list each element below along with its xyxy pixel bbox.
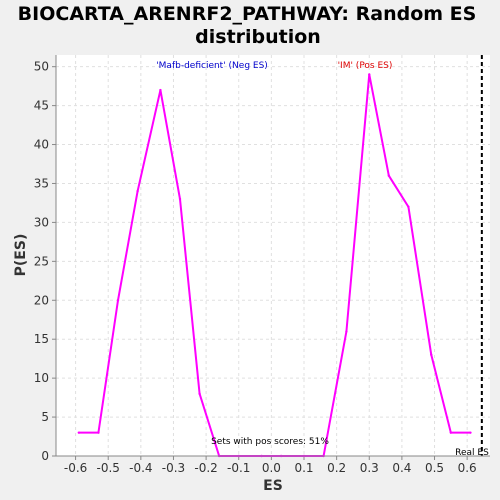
y-axis-ticks: 0 5 10 15 20 25 30 35 40 45 50 — [34, 60, 56, 463]
y-tick-label: 25 — [34, 254, 49, 268]
x-tick-label: 0.0 — [262, 461, 281, 475]
plot-area — [56, 55, 490, 456]
y-axis-label: P(ES) — [13, 234, 29, 277]
es-data-point — [77, 431, 81, 434]
y-tick-label: 35 — [34, 176, 49, 190]
es-data-point — [97, 431, 100, 434]
es-data-point — [430, 353, 433, 356]
x-tick-label: 0.5 — [425, 461, 444, 475]
y-tick-label: 40 — [34, 138, 49, 152]
x-tick-label: -0.2 — [194, 461, 217, 475]
es-data-point — [159, 88, 162, 92]
x-tick-label: 0.3 — [360, 461, 379, 475]
es-data-point — [136, 190, 139, 193]
y-tick-label: 0 — [41, 449, 49, 463]
chart-title-line-1: BIOCARTA_ARENRF2_PATHWAY: Random ES — [18, 3, 477, 25]
chart-title-line-2: distribution — [195, 26, 321, 48]
es-data-point — [407, 205, 410, 209]
y-tick-label: 20 — [34, 293, 49, 307]
x-axis-label: ES — [263, 478, 283, 494]
es-data-point — [449, 431, 453, 434]
es-data-point — [387, 174, 391, 177]
x-tick-label: -0.1 — [227, 461, 250, 475]
y-tick-label: 45 — [34, 99, 49, 113]
pos-scores-label: Sets with pos scores: 51% — [211, 437, 329, 447]
x-tick-label: -0.3 — [162, 461, 185, 475]
x-tick-label: 0.6 — [458, 461, 477, 475]
neg-es-label: 'Mafb-deficient' (Neg ES) — [156, 61, 268, 71]
x-tick-label: -0.6 — [64, 461, 87, 475]
real-es-label: Real ES — [455, 448, 489, 458]
y-tick-label: 5 — [41, 410, 49, 424]
x-tick-label: -0.5 — [96, 461, 119, 475]
es-data-point — [469, 431, 472, 434]
pos-es-label: 'IM' (Pos ES) — [338, 61, 393, 71]
es-data-point — [198, 392, 201, 395]
y-tick-label: 15 — [34, 332, 49, 346]
es-data-point — [368, 73, 371, 76]
x-tick-label: -0.4 — [129, 461, 152, 475]
grid-lines — [56, 55, 490, 457]
x-tick-label: 0.1 — [294, 461, 313, 475]
y-tick-label: 10 — [34, 371, 49, 385]
y-tick-label: 50 — [34, 60, 49, 74]
es-data-point — [116, 299, 120, 302]
x-axis-ticks: -0.6 -0.5 -0.4 -0.3 -0.2 -0.1 0.0 0.1 0.2 0.3 0.4 0… — [64, 456, 477, 475]
es-data-point — [345, 330, 348, 333]
es-data-point — [178, 197, 182, 201]
es-distribution-points — [77, 73, 472, 458]
x-tick-label: 0.2 — [327, 461, 346, 475]
y-tick-label: 30 — [34, 215, 49, 229]
x-tick-label: 0.4 — [392, 461, 411, 475]
